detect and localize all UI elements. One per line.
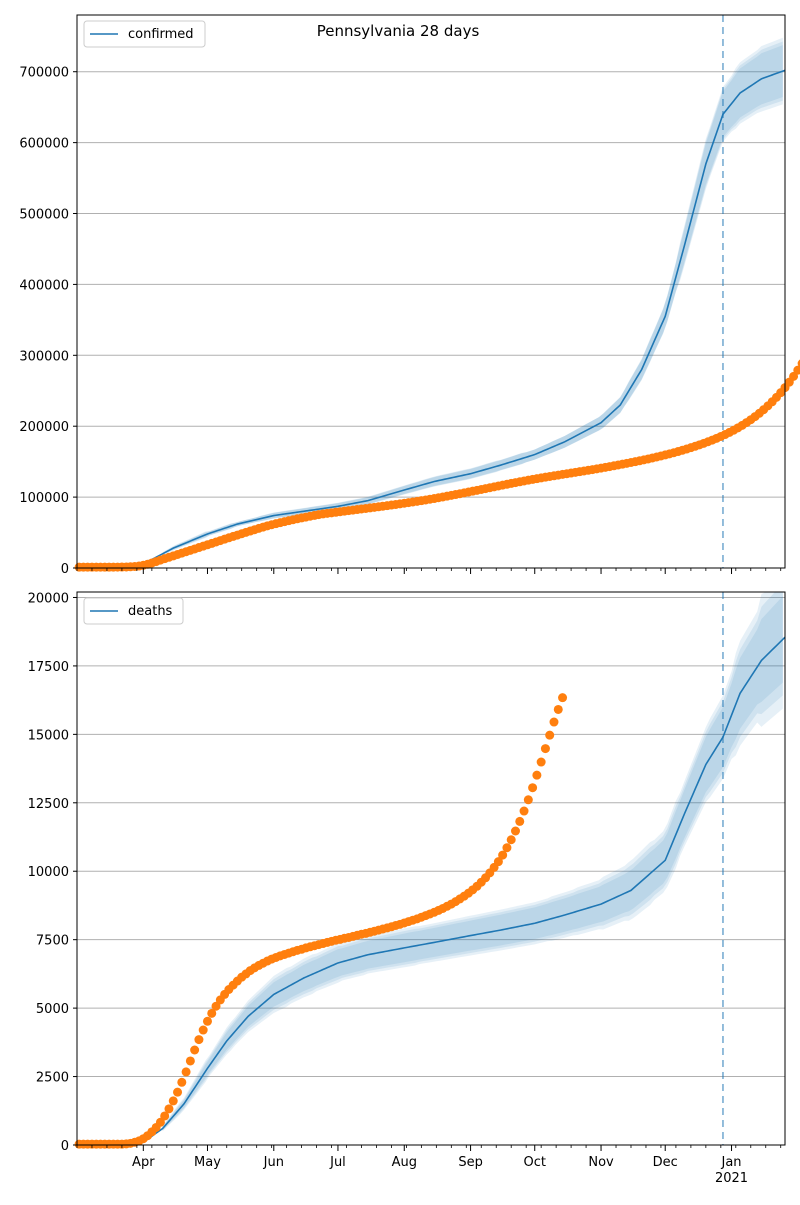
- deaths-point-100: [502, 843, 512, 853]
- x-month-label-3: Jul: [329, 1155, 346, 1170]
- deaths-point-108: [536, 757, 546, 767]
- deaths-point-19: [155, 1117, 165, 1127]
- deaths-axes: 0 2500 5000 7500 10000 12500 15000 17500 20000: [28, 591, 786, 1154]
- confirmed-observed-points: [74, 359, 800, 572]
- deaths-point-21: [164, 1104, 174, 1114]
- x-month-label-1: May: [194, 1155, 221, 1170]
- deaths-point-25: [181, 1067, 191, 1077]
- deaths-ytick-label-0: 0: [61, 1139, 69, 1154]
- x-month-label-7: Nov: [588, 1155, 614, 1170]
- deaths-ytick-label-1: 2500: [36, 1071, 69, 1086]
- x-year-label: 2021: [715, 1171, 748, 1186]
- deaths-model-curve: [76, 636, 786, 1146]
- confirmed-ytick-label-7: 700000: [19, 66, 69, 81]
- deaths-point-24: [177, 1077, 187, 1087]
- confirmed-frame: [76, 14, 786, 569]
- deaths-point-20: [160, 1111, 170, 1121]
- confirmed-point-168: [793, 365, 800, 375]
- deaths-point-103: [515, 816, 525, 826]
- deaths-ytick-label-2: 5000: [36, 1002, 69, 1017]
- deaths-point-107: [532, 770, 542, 780]
- x-month-label-2: Jun: [263, 1155, 284, 1170]
- confirmed-band-1: [162, 41, 783, 556]
- deaths-legend: deaths: [83, 597, 184, 625]
- deaths-legend-box: [83, 597, 184, 625]
- confirmed-point-169: [797, 359, 800, 368]
- deaths-band-1: [162, 592, 783, 1131]
- deaths-point-28: [194, 1035, 204, 1045]
- confirmed-axes: 0 100000 200000 300000 400000 500000 600000 700…: [19, 14, 786, 577]
- deaths-point-113: [558, 693, 568, 703]
- confirmed-uncertainty-bands: [162, 37, 783, 556]
- deaths-point-111: [549, 717, 559, 727]
- confirmed-legend-box: [83, 20, 206, 48]
- deaths-band-2: [162, 596, 783, 1131]
- chart-title: Pennsylvania 28 days: [317, 22, 480, 40]
- deaths-frame: [76, 591, 786, 1146]
- deaths-grid: [77, 596, 785, 1146]
- deaths-ytick-label-7: 17500: [28, 660, 69, 675]
- deaths-panel: 0 2500 5000 7500 10000 12500 15000 17500 20000 d…: [28, 591, 786, 1154]
- confirmed-legend: confirmed: [83, 20, 206, 48]
- deaths-point-112: [553, 704, 563, 714]
- deaths-point-31: [207, 1008, 217, 1018]
- deaths-point-30: [202, 1016, 212, 1026]
- deaths-point-105: [523, 795, 533, 805]
- deaths-point-101: [506, 835, 516, 845]
- x-month-label-9: Jan: [721, 1155, 742, 1170]
- deaths-point-109: [540, 744, 550, 754]
- confirmed-ytick-label-6: 600000: [19, 137, 69, 152]
- confirmed-model-curve: [76, 69, 786, 569]
- deaths-ytick-label-3: 7500: [36, 934, 69, 949]
- x-month-label-4: Aug: [392, 1155, 417, 1170]
- deaths-ytick-label-8: 20000: [28, 591, 69, 606]
- x-month-label-0: Apr: [132, 1155, 155, 1170]
- deaths-ytick-label-4: 10000: [28, 865, 69, 880]
- deaths-point-99: [498, 850, 508, 860]
- deaths-point-22: [168, 1096, 178, 1106]
- deaths-ytick-label-5: 12500: [28, 797, 69, 812]
- deaths-point-32: [211, 1001, 221, 1011]
- deaths-observed-points: [74, 693, 568, 1149]
- confirmed-ytick-label-0: 0: [61, 562, 69, 577]
- deaths-legend-label: deaths: [128, 604, 173, 619]
- confirmed-grid: [77, 71, 785, 569]
- confirmed-ytick-label-3: 300000: [19, 349, 69, 364]
- deaths-point-110: [545, 730, 555, 740]
- deaths-point-102: [510, 826, 520, 836]
- confirmed-ytick-label-5: 500000: [19, 208, 69, 223]
- deaths-curve-line: [76, 636, 786, 1146]
- confirmed-ytick-label-1: 100000: [19, 491, 69, 506]
- deaths-point-104: [519, 806, 529, 816]
- deaths-ytick-label-6: 15000: [28, 728, 69, 743]
- deaths-point-23: [173, 1087, 183, 1097]
- x-month-label-8: Dec: [653, 1155, 678, 1170]
- deaths-point-106: [528, 783, 538, 793]
- deaths-point-26: [185, 1056, 195, 1066]
- deaths-point-27: [190, 1045, 200, 1055]
- confirmed-ytick-label-4: 400000: [19, 278, 69, 293]
- x-month-label-6: Oct: [523, 1155, 545, 1170]
- confirmed-panel: 0 100000 200000 300000 400000 500000 600000 700…: [19, 14, 800, 577]
- deaths-point-98: [493, 857, 503, 867]
- deaths-point-29: [198, 1025, 208, 1035]
- x-month-label-5: Sep: [458, 1155, 483, 1170]
- deaths-uncertainty-bands: [162, 592, 783, 1132]
- confirmed-curve-line: [76, 69, 786, 569]
- confirmed-ytick-label-2: 200000: [19, 420, 69, 435]
- confirmed-legend-label: confirmed: [128, 27, 194, 42]
- deaths-band-0: [162, 592, 783, 1132]
